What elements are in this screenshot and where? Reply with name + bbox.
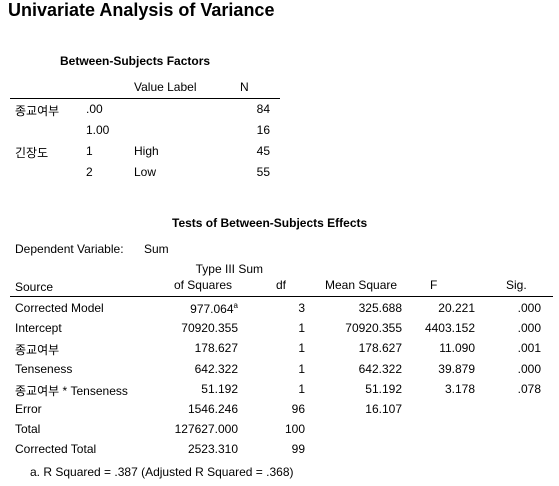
- cell-sum-of-squares: 977.064a: [150, 301, 238, 316]
- cell-source: 종교여부 * Tenseness: [15, 384, 128, 398]
- cell-sum-of-squares: 1546.246: [150, 402, 238, 416]
- cell-mean-square: 51.192: [365, 382, 402, 396]
- header-f: F: [430, 278, 438, 292]
- cell-sig: .001: [517, 341, 541, 355]
- cell-df: 1: [298, 382, 305, 396]
- cell-df: 100: [284, 422, 305, 436]
- factor-n: 16: [256, 123, 270, 137]
- header-source: Source: [15, 280, 54, 294]
- factors-header-rule: [10, 98, 280, 99]
- header-sig: Sig.: [506, 278, 527, 292]
- sum-of-squares-value: 642.322: [194, 362, 238, 376]
- cell-mean-square: 325.688: [358, 301, 402, 315]
- cell-sum-of-squares: 642.322: [150, 362, 238, 376]
- sum-of-squares-value: 2523.310: [187, 442, 238, 456]
- cell-f: 39.879: [438, 362, 475, 376]
- dependent-variable-value: Sum: [144, 242, 169, 256]
- cell-source: Tenseness: [15, 362, 73, 376]
- sum-of-squares-value: 51.192: [201, 382, 238, 396]
- footnote-marker: a: [233, 301, 238, 310]
- sum-of-squares-value: 1546.246: [187, 402, 238, 416]
- factor-n: 55: [256, 165, 270, 179]
- sum-of-squares-value: 70920.355: [181, 321, 238, 335]
- cell-sum-of-squares: 178.627: [150, 341, 238, 355]
- cell-df: 96: [291, 402, 305, 416]
- dependent-variable-label: Dependent Variable:: [15, 242, 124, 256]
- factor-value: 1: [86, 144, 93, 158]
- cell-df: 3: [298, 301, 305, 315]
- factors-header-value-label: Value Label: [134, 80, 197, 94]
- factor-value: .00: [86, 102, 103, 116]
- cell-mean-square: 70920.355: [345, 321, 402, 335]
- sum-of-squares-value: 178.627: [194, 341, 238, 355]
- cell-source: Total: [15, 422, 41, 436]
- header-mean-square: Mean Square: [325, 278, 398, 292]
- effects-caption: Tests of Between-Subjects Effects: [172, 216, 368, 230]
- cell-sig: .000: [517, 362, 541, 376]
- factor-value: 1.00: [86, 123, 110, 137]
- cell-sig: .000: [517, 321, 541, 335]
- cell-sig: .000: [517, 301, 541, 315]
- cell-f: 20.221: [438, 301, 475, 315]
- cell-sum-of-squares: 127627.000: [150, 422, 238, 436]
- cell-source: Error: [15, 402, 42, 416]
- effects-header-rule: [10, 296, 553, 297]
- cell-source: Corrected Total: [15, 442, 97, 456]
- cell-df: 1: [298, 341, 305, 355]
- sum-of-squares-value: 977.064: [190, 302, 234, 316]
- cell-mean-square: 642.322: [358, 362, 402, 376]
- header-df: df: [276, 278, 287, 292]
- cell-sum-of-squares: 2523.310: [150, 442, 238, 456]
- factor-name: 종교여부: [15, 104, 60, 118]
- factor-value-label: High: [134, 144, 159, 158]
- header-ss-line1: Type III Sum: [195, 262, 263, 276]
- cell-df: 1: [298, 321, 305, 335]
- output-title: Univariate Analysis of Variance: [8, 0, 275, 20]
- header-ss-line2: of Squares: [173, 278, 232, 292]
- cell-source: Corrected Model: [15, 301, 104, 315]
- factor-value: 2: [86, 165, 93, 179]
- cell-sig: .078: [517, 382, 541, 396]
- cell-sum-of-squares: 70920.355: [150, 321, 238, 335]
- cell-f: 3.178: [444, 382, 475, 396]
- factor-n: 45: [256, 144, 270, 158]
- factor-n: 84: [256, 102, 270, 116]
- factor-value-label: Low: [134, 165, 157, 179]
- cell-f: 11.090: [439, 341, 475, 355]
- factors-header-n: N: [240, 80, 249, 94]
- cell-df: 1: [298, 362, 305, 376]
- cell-mean-square: 16.107: [365, 402, 402, 416]
- cell-df: 99: [291, 442, 305, 456]
- cell-sum-of-squares: 51.192: [150, 382, 238, 396]
- cell-f: 4403.152: [424, 321, 475, 335]
- sum-of-squares-value: 127627.000: [174, 422, 238, 436]
- cell-source: 종교여부: [15, 343, 60, 357]
- cell-source: Intercept: [15, 321, 62, 335]
- factors-caption: Between-Subjects Factors: [60, 54, 211, 68]
- footnote: a. R Squared = .387 (Adjusted R Squared …: [30, 465, 294, 479]
- factor-name: 긴장도: [15, 146, 49, 160]
- cell-mean-square: 178.627: [358, 341, 402, 355]
